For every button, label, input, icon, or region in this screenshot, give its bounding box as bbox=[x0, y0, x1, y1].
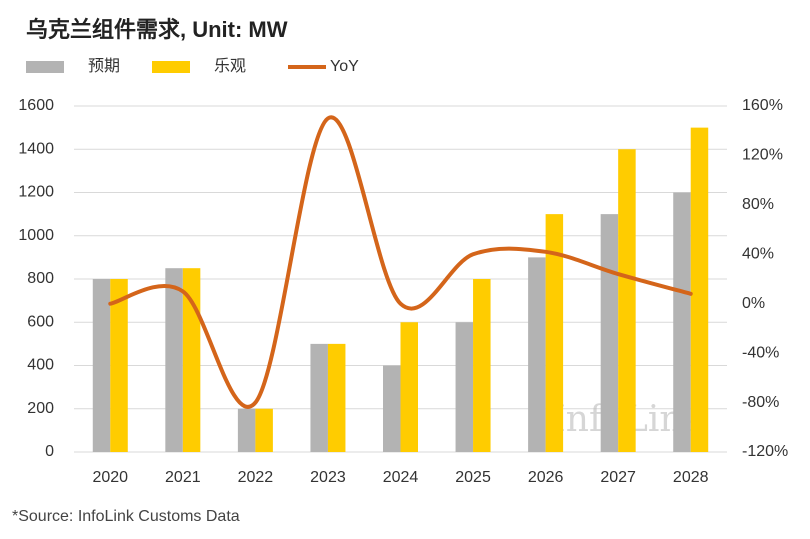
x-tick-label: 2025 bbox=[455, 469, 491, 486]
y2-tick-label: -120% bbox=[742, 443, 788, 460]
x-tick-label: 2026 bbox=[528, 469, 564, 486]
bar bbox=[600, 214, 619, 452]
bar bbox=[400, 322, 418, 452]
bar bbox=[528, 257, 546, 452]
y2-tick-label: 120% bbox=[742, 147, 783, 164]
x-tick-label: 2020 bbox=[92, 469, 128, 486]
bar bbox=[383, 365, 401, 452]
y-tick-label: 200 bbox=[27, 400, 54, 417]
bar bbox=[182, 268, 201, 452]
x-tick-label: 2022 bbox=[238, 469, 274, 486]
y2-tick-label: -80% bbox=[742, 394, 779, 411]
bar bbox=[110, 279, 128, 452]
x-tick-label: 2021 bbox=[165, 469, 201, 486]
y2-tick-label: 160% bbox=[742, 97, 783, 114]
bar bbox=[455, 322, 474, 452]
yoy-line bbox=[108, 115, 693, 409]
bar bbox=[690, 127, 709, 452]
bar bbox=[618, 149, 636, 452]
bar bbox=[92, 279, 111, 452]
bar bbox=[165, 268, 183, 452]
y-tick-label: 1200 bbox=[18, 184, 54, 201]
y2-tick-label: 40% bbox=[742, 246, 774, 263]
y2-tick-label: 0% bbox=[742, 295, 765, 312]
y-tick-label: 0 bbox=[45, 443, 54, 460]
y2-tick-label: 80% bbox=[742, 196, 774, 213]
legend-swatch bbox=[26, 61, 64, 73]
bar bbox=[673, 192, 691, 452]
legend-label: YoY bbox=[330, 58, 359, 75]
y-tick-label: 400 bbox=[27, 357, 54, 374]
y-tick-label: 1400 bbox=[18, 140, 54, 157]
x-tick-label: 2027 bbox=[600, 469, 636, 486]
legend-label: 预期 bbox=[88, 57, 120, 75]
y-tick-label: 1600 bbox=[18, 97, 54, 114]
bar bbox=[473, 279, 491, 452]
source-note: *Source: InfoLink Customs Data bbox=[12, 508, 240, 525]
bar bbox=[255, 408, 273, 452]
y-tick-label: 1000 bbox=[18, 227, 54, 244]
x-tick-label: 2028 bbox=[673, 469, 709, 486]
bar bbox=[310, 343, 328, 452]
legend-label: 乐观 bbox=[214, 57, 246, 75]
x-tick-label: 2023 bbox=[310, 469, 346, 486]
legend-swatch bbox=[152, 61, 190, 73]
chart-title: 乌克兰组件需求, Unit: MW bbox=[26, 17, 288, 42]
y-tick-label: 600 bbox=[27, 313, 54, 330]
bar bbox=[327, 343, 346, 452]
y2-tick-label: -40% bbox=[742, 344, 779, 361]
bar bbox=[545, 214, 564, 452]
x-tick-label: 2024 bbox=[383, 469, 419, 486]
y-tick-label: 800 bbox=[27, 270, 54, 287]
bar bbox=[237, 408, 256, 452]
